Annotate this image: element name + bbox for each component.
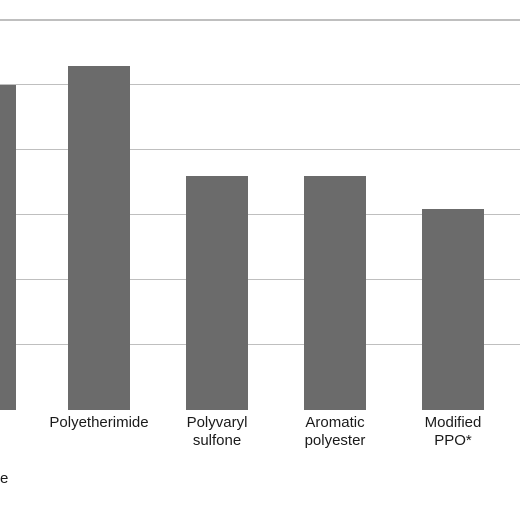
gridline bbox=[0, 19, 520, 20]
plot-area bbox=[0, 20, 520, 410]
x-axis-label: Polyetherimide bbox=[42, 414, 156, 432]
bar bbox=[186, 176, 248, 410]
x-axis-label: Polyvarylsulfone bbox=[160, 414, 274, 450]
footnote-text: e bbox=[0, 470, 8, 487]
x-axis-label: Aromaticpolyester bbox=[278, 414, 392, 450]
bar bbox=[0, 85, 16, 410]
x-axis-label: yle bbox=[0, 414, 42, 450]
bar bbox=[68, 66, 130, 411]
x-axis-label: ModifiedPPO* bbox=[396, 414, 510, 450]
bar-chart: ylePolyetherimidePolyvarylsulfoneAromati… bbox=[0, 0, 520, 520]
bar bbox=[304, 176, 366, 410]
bar bbox=[422, 209, 484, 411]
